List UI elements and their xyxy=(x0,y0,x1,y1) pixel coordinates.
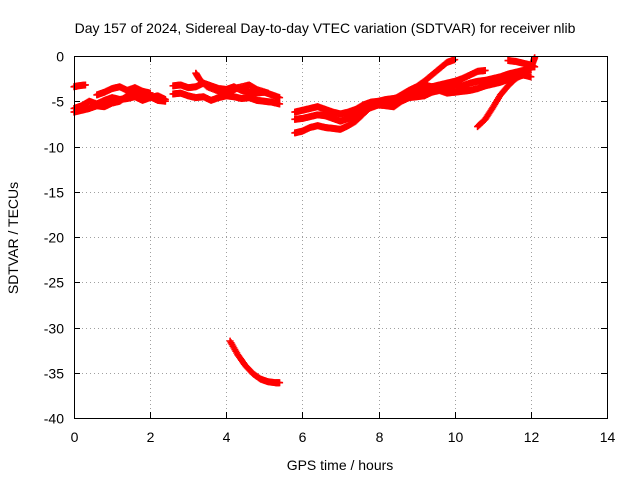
x-tick-labels: 0 2 4 6 8 10 12 14 xyxy=(71,429,616,445)
y-tick-labels: 0 -5 -10 -15 -20 -25 -30 -35 -40 xyxy=(44,49,64,427)
data-point xyxy=(161,97,169,105)
x-tick-label: 4 xyxy=(223,429,231,445)
data-point xyxy=(276,100,284,108)
x-tick-label: 6 xyxy=(299,429,307,445)
y-tick-label: -40 xyxy=(44,411,64,427)
grid xyxy=(74,56,607,418)
series-track-15 xyxy=(226,337,284,387)
x-axis-label: GPS time / hours xyxy=(287,457,394,473)
y-tick-label: -20 xyxy=(44,230,64,246)
data-point xyxy=(531,54,539,62)
series-track-12 xyxy=(390,66,489,111)
y-tick-label: -25 xyxy=(44,275,64,291)
data-point xyxy=(276,94,284,102)
x-tick-label: 14 xyxy=(600,429,616,445)
y-tick-label: 0 xyxy=(56,49,64,65)
data-point xyxy=(264,89,272,97)
data-point xyxy=(146,89,154,97)
series-track-13 xyxy=(474,54,539,131)
y-tick-label: -15 xyxy=(44,185,64,201)
data-point xyxy=(276,379,284,387)
series-track-7 xyxy=(192,69,272,99)
data-point xyxy=(451,56,459,64)
y-tick-label: -5 xyxy=(52,94,65,110)
x-tick-label: 8 xyxy=(376,429,384,445)
x-tick-label: 2 xyxy=(147,429,155,445)
data-point xyxy=(531,63,539,71)
chart-title: Day 157 of 2024, Sidereal Day-to-day VTE… xyxy=(75,20,576,36)
y-tick-label: -30 xyxy=(44,321,64,337)
y-axis-label: SDTVAR / TECUs xyxy=(5,182,21,294)
axis-ticks xyxy=(74,56,608,419)
series-track-4 xyxy=(93,83,154,99)
y-tick-label: -10 xyxy=(44,140,64,156)
x-tick-label: 0 xyxy=(71,429,79,445)
data-point xyxy=(527,73,535,81)
series-track-2 xyxy=(70,81,89,91)
data-point xyxy=(481,66,489,74)
x-tick-label: 10 xyxy=(448,429,464,445)
series-track-6 xyxy=(169,89,284,108)
series-track-14 xyxy=(504,57,539,71)
y-tick-label: -35 xyxy=(44,366,64,382)
data-point xyxy=(81,81,89,89)
x-tick-label: 12 xyxy=(524,429,540,445)
data-points xyxy=(70,54,539,387)
